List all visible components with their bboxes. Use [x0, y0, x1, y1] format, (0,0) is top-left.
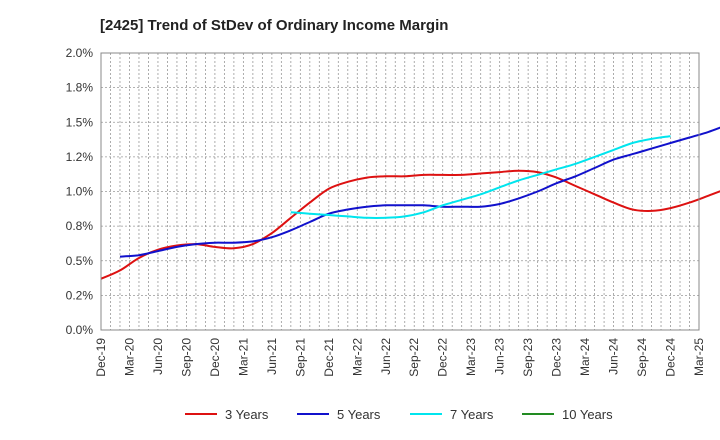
x-tick-label: Sep-22	[407, 338, 421, 377]
x-tick-label: Jun-22	[379, 338, 393, 375]
y-tick-label: 1.0%	[66, 185, 94, 199]
series-lines	[100, 126, 720, 280]
x-tick-label: Mar-24	[578, 338, 592, 376]
y-tick-label: 0.5%	[66, 254, 94, 268]
x-tick-label: Dec-24	[664, 338, 678, 377]
x-tick-label: Dec-20	[208, 338, 222, 377]
series-line-5-years	[119, 126, 720, 258]
x-tick-label: Dec-19	[94, 338, 108, 377]
x-tick-label: Mar-22	[350, 338, 364, 376]
x-tick-label: Mar-23	[464, 338, 478, 376]
x-tick-label: Jun-20	[151, 338, 165, 375]
y-axis-ticks: 0.0% 0.2% 0.5% 0.8% 1.0% 1.2% 1.5% 1.8% 2.0%	[66, 46, 94, 337]
legend-label-5-years: 5 Years	[337, 407, 381, 422]
y-tick-label: 1.8%	[66, 81, 94, 95]
x-tick-label: Sep-23	[521, 338, 535, 377]
grid	[100, 52, 700, 331]
legend-label-3-years: 3 Years	[225, 407, 269, 422]
legend-label-10-years: 10 Years	[562, 407, 613, 422]
x-tick-label: Jun-23	[493, 338, 507, 375]
x-tick-label: Sep-24	[635, 338, 649, 377]
x-tick-label: Dec-21	[322, 338, 336, 377]
x-axis-ticks: Dec-19 Mar-20 Jun-20 Sep-20 Dec-20 Mar-21 Jun-…	[94, 338, 706, 377]
legend-label-7-years: 7 Years	[450, 407, 494, 422]
y-tick-label: 1.2%	[66, 150, 94, 164]
series-line-7-years	[290, 135, 671, 219]
y-tick-label: 2.0%	[66, 46, 94, 60]
legend: 3 Years 5 Years 7 Years 10 Years	[185, 407, 613, 422]
x-tick-label: Dec-22	[436, 338, 450, 377]
series-line-3-years	[100, 169, 720, 280]
y-tick-label: 0.0%	[66, 323, 94, 337]
x-tick-label: Jun-24	[607, 338, 621, 375]
plot-frame	[100, 52, 700, 331]
chart-title: [2425] Trend of StDev of Ordinary Income…	[100, 17, 448, 34]
x-tick-label: Mar-25	[692, 338, 706, 376]
y-tick-label: 0.2%	[66, 288, 94, 302]
y-tick-label: 1.5%	[66, 115, 94, 129]
x-tick-label: Sep-20	[179, 338, 193, 377]
x-tick-label: Sep-21	[293, 338, 307, 377]
x-tick-label: Mar-20	[122, 338, 136, 376]
x-tick-label: Mar-21	[236, 338, 250, 376]
x-tick-label: Jun-21	[265, 338, 279, 375]
x-tick-label: Dec-23	[550, 338, 564, 377]
y-tick-label: 0.8%	[66, 219, 94, 233]
